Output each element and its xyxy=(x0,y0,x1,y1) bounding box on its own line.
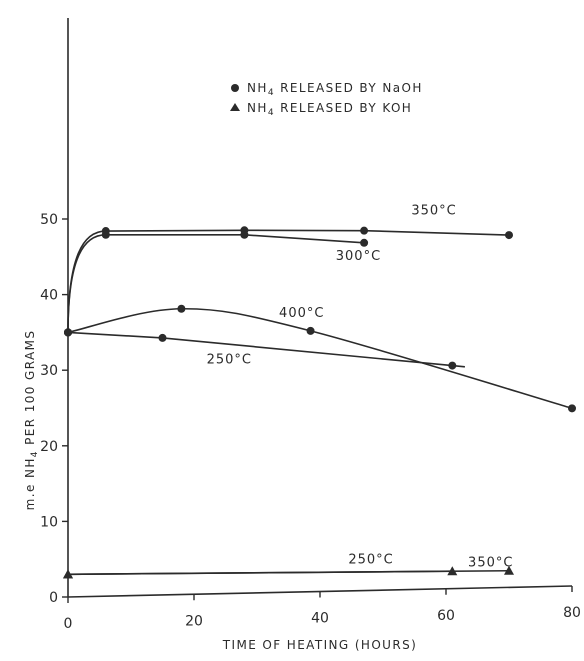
data-point-circle xyxy=(64,328,72,337)
series-line-naoh-3 xyxy=(67,331,465,368)
legend: NH4 RELEASED BY NaOH NH4 RELEASED BY KOH xyxy=(230,81,423,118)
series-label: 350°C xyxy=(468,555,513,570)
y-axis-label: m.e NH4 PER 100 GRAMS xyxy=(23,330,40,511)
x-tick-label: 40 xyxy=(311,611,329,627)
x-axis-label: TIME OF HEATING (HOURS) xyxy=(222,638,417,652)
series-line-koh-5 xyxy=(67,569,510,576)
series-line-naoh-2 xyxy=(67,307,573,410)
series-labels: 350°C 300°C 400°C 250°C 250°C 350°C xyxy=(207,204,513,571)
data-point-circle xyxy=(568,404,576,413)
y-tick-label: 40 xyxy=(40,288,58,304)
legend-circle-marker xyxy=(231,84,239,92)
data-point-circle xyxy=(101,230,110,239)
y-tick-label: 20 xyxy=(40,439,58,455)
x-tick-label: 60 xyxy=(437,608,455,624)
legend-triangle-marker xyxy=(230,103,240,111)
axis-ticks: 0 10 20 30 40 50 0 20 40 60 80 xyxy=(40,212,581,632)
data-point-triangle xyxy=(447,566,458,576)
data-point-triangle xyxy=(504,565,514,575)
x-tick-label: 80 xyxy=(563,605,581,621)
y-tick-label: 0 xyxy=(49,590,58,606)
data-points xyxy=(63,226,576,579)
y-tick-label: 30 xyxy=(40,363,58,379)
data-point-circle xyxy=(158,333,167,342)
x-tick-label: 20 xyxy=(185,613,203,629)
data-point-circle xyxy=(177,304,186,313)
data-point-circle xyxy=(448,361,457,370)
data-point-circle xyxy=(360,226,369,235)
data-point-triangle xyxy=(63,569,73,579)
series-lines xyxy=(67,229,573,576)
series-label: 250°C xyxy=(348,553,393,568)
series-label: 350°C xyxy=(411,204,456,219)
data-point-circle xyxy=(360,238,369,247)
legend-item-koh: NH4 RELEASED BY KOH xyxy=(247,101,412,118)
x-tick-label: 0 xyxy=(64,616,73,632)
legend-item-naoh: NH4 RELEASED BY NaOH xyxy=(247,81,423,98)
data-point-circle xyxy=(240,230,249,239)
series-label: 250°C xyxy=(207,352,252,367)
series-label: 400°C xyxy=(279,306,324,321)
y-tick-label: 10 xyxy=(40,514,58,530)
data-point-circle xyxy=(505,231,513,240)
series-label: 300°C xyxy=(336,249,381,264)
y-tick-label: 50 xyxy=(40,212,58,228)
data-point-circle xyxy=(306,326,315,335)
